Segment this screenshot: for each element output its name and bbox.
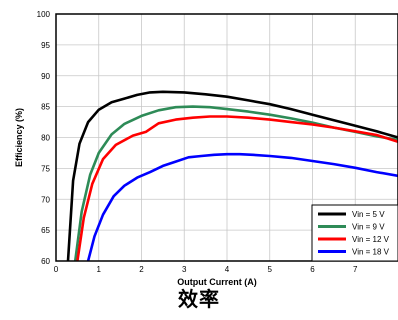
x-tick-label: 3 [182,265,187,274]
y-tick-label: 85 [41,103,50,112]
legend-entry: Vin = 5 V [352,210,385,219]
x-tick-label: 1 [97,265,102,274]
x-tick-label: 4 [225,265,230,274]
x-axis-ticks: 0 1 2 3 4 5 6 7 [54,265,358,274]
y-tick-label: 95 [41,41,50,50]
legend: Vin = 5 V Vin = 9 V Vin = 12 V Vin = 18 V [311,204,398,262]
y-tick-label: 80 [41,134,50,143]
y-tick-label: 65 [41,226,50,235]
y-axis-ticks: 60 65 70 75 80 85 90 95 100 [37,10,51,266]
series-line [76,115,398,261]
grid [56,14,398,261]
x-tick-label: 5 [268,265,273,274]
legend-entry: Vin = 9 V [352,223,385,232]
x-tick-label: 6 [310,265,315,274]
x-tick-label: 2 [139,265,144,274]
y-tick-label: 75 [41,164,50,173]
plot-frame [55,13,398,262]
y-tick-label: 60 [41,257,50,266]
series-line [66,90,398,261]
y-tick-label: 100 [37,10,51,19]
x-tick-label: 7 [353,265,358,274]
x-axis-label: Output Current (A) [177,277,256,287]
legend-entry: Vin = 18 V [352,248,390,257]
series-lines [66,90,398,261]
y-axis-label: Efficiency (%) [14,108,24,167]
y-tick-label: 70 [41,195,50,204]
x-tick-label: 0 [54,265,59,274]
legend-entry: Vin = 12 V [352,235,390,244]
efficiency-chart: 0 1 2 3 4 5 6 7 60 65 70 75 80 85 90 95 100 Output Curr… [14,10,398,287]
series-line [86,152,398,261]
chart-caption: 效率 [178,289,220,311]
y-tick-label: 90 [41,72,50,81]
